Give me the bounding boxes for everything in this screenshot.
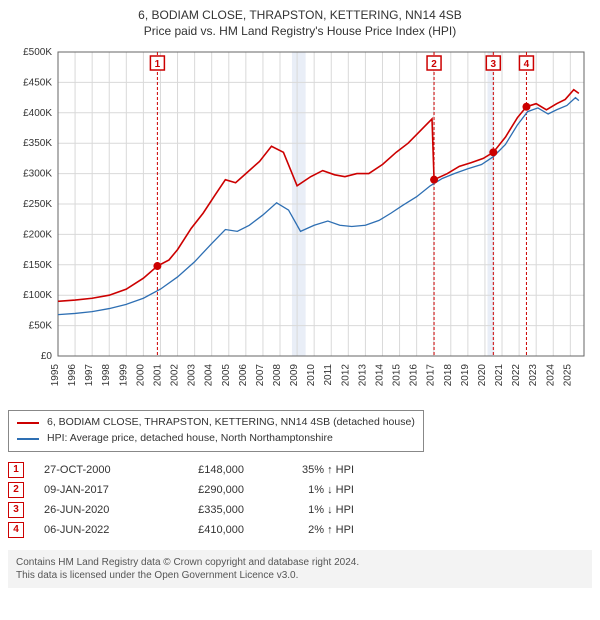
svg-text:2010: 2010	[306, 364, 317, 387]
svg-text:2016: 2016	[409, 364, 420, 387]
svg-text:2004: 2004	[204, 364, 215, 387]
sales-row: 2 09-JAN-2017 £290,000 1% ↓ HPI	[8, 480, 592, 500]
price-chart: £0 £50K £100K £150K £200K £250K £300K £350K £400…	[8, 44, 592, 404]
svg-text:£250K: £250K	[23, 199, 52, 210]
sales-row: 1 27-OCT-2000 £148,000 35% ↑ HPI	[8, 460, 592, 480]
svg-text:£100K: £100K	[23, 290, 52, 301]
svg-text:£450K: £450K	[23, 77, 52, 88]
sale-date: 26-JUN-2020	[44, 504, 144, 516]
sale-price: £290,000	[164, 484, 244, 496]
svg-text:2020: 2020	[477, 364, 488, 387]
svg-text:2007: 2007	[255, 364, 266, 387]
sale-price: £148,000	[164, 464, 244, 476]
svg-text:2014: 2014	[374, 364, 385, 387]
sale-date: 06-JUN-2022	[44, 524, 144, 536]
svg-text:1996: 1996	[67, 364, 78, 387]
svg-text:2008: 2008	[272, 364, 283, 387]
svg-text:2024: 2024	[545, 364, 556, 387]
svg-text:2018: 2018	[443, 364, 454, 387]
chart-svg: £0 £50K £100K £150K £200K £250K £300K £350K £400…	[8, 44, 592, 404]
svg-text:2006: 2006	[238, 364, 249, 387]
sales-table: 1 27-OCT-2000 £148,000 35% ↑ HPI 2 09-JAN-201…	[8, 460, 592, 540]
svg-text:2013: 2013	[357, 364, 368, 387]
svg-text:2025: 2025	[562, 364, 573, 387]
svg-text:2000: 2000	[135, 364, 146, 387]
legend-label: HPI: Average price, detached house, Nort…	[47, 431, 333, 447]
sale-marker-box: 1	[8, 462, 24, 478]
svg-text:2017: 2017	[426, 364, 437, 387]
disclaimer: Contains HM Land Registry data © Crown c…	[8, 550, 592, 588]
svg-text:2012: 2012	[340, 364, 351, 387]
sale-marker-box: 2	[8, 482, 24, 498]
svg-text:2: 2	[431, 59, 437, 70]
svg-text:£350K: £350K	[23, 138, 52, 149]
sale-price: £410,000	[164, 524, 244, 536]
svg-text:£200K: £200K	[23, 229, 52, 240]
svg-text:2021: 2021	[494, 364, 505, 387]
svg-text:2022: 2022	[511, 364, 522, 387]
svg-text:2009: 2009	[289, 364, 300, 387]
sales-row: 3 26-JUN-2020 £335,000 1% ↓ HPI	[8, 500, 592, 520]
svg-text:2001: 2001	[152, 364, 163, 387]
sale-marker-box: 3	[8, 502, 24, 518]
legend-label: 6, BODIAM CLOSE, THRAPSTON, KETTERING, N…	[47, 415, 415, 431]
sale-date: 09-JAN-2017	[44, 484, 144, 496]
sale-pct-vs-hpi: 2% ↑ HPI	[264, 524, 354, 536]
svg-text:1997: 1997	[84, 364, 95, 387]
sale-marker-box: 4	[8, 522, 24, 538]
sale-pct-vs-hpi: 1% ↓ HPI	[264, 484, 354, 496]
svg-text:1999: 1999	[118, 364, 129, 387]
svg-text:£50K: £50K	[29, 321, 53, 332]
legend-row: 6, BODIAM CLOSE, THRAPSTON, KETTERING, N…	[17, 415, 415, 431]
sale-pct-vs-hpi: 1% ↓ HPI	[264, 504, 354, 516]
disclaimer-line2: This data is licensed under the Open Gov…	[16, 569, 584, 582]
svg-text:1998: 1998	[101, 364, 112, 387]
sale-date: 27-OCT-2000	[44, 464, 144, 476]
svg-text:£400K: £400K	[23, 108, 52, 119]
svg-text:4: 4	[524, 59, 530, 70]
disclaimer-line1: Contains HM Land Registry data © Crown c…	[16, 556, 584, 569]
chart-title-line2: Price paid vs. HM Land Registry's House …	[8, 24, 592, 38]
sale-price: £335,000	[164, 504, 244, 516]
svg-text:£300K: £300K	[23, 169, 52, 180]
legend: 6, BODIAM CLOSE, THRAPSTON, KETTERING, N…	[8, 410, 424, 452]
chart-title-line1: 6, BODIAM CLOSE, THRAPSTON, KETTERING, N…	[8, 8, 592, 22]
legend-row: HPI: Average price, detached house, Nort…	[17, 431, 415, 447]
svg-text:2019: 2019	[460, 364, 471, 387]
svg-text:£150K: £150K	[23, 260, 52, 271]
legend-swatch	[17, 438, 39, 440]
sales-row: 4 06-JUN-2022 £410,000 2% ↑ HPI	[8, 520, 592, 540]
svg-text:2003: 2003	[187, 364, 198, 387]
svg-text:2015: 2015	[392, 364, 403, 387]
svg-text:£500K: £500K	[23, 47, 52, 58]
svg-text:2023: 2023	[528, 364, 539, 387]
legend-swatch	[17, 422, 39, 424]
svg-text:3: 3	[491, 59, 497, 70]
svg-text:2002: 2002	[170, 364, 181, 387]
svg-text:2005: 2005	[221, 364, 232, 387]
svg-text:2011: 2011	[323, 364, 334, 386]
svg-text:1: 1	[155, 59, 161, 70]
svg-text:£0: £0	[41, 351, 53, 362]
sale-pct-vs-hpi: 35% ↑ HPI	[264, 464, 354, 476]
svg-text:1995: 1995	[50, 364, 61, 387]
